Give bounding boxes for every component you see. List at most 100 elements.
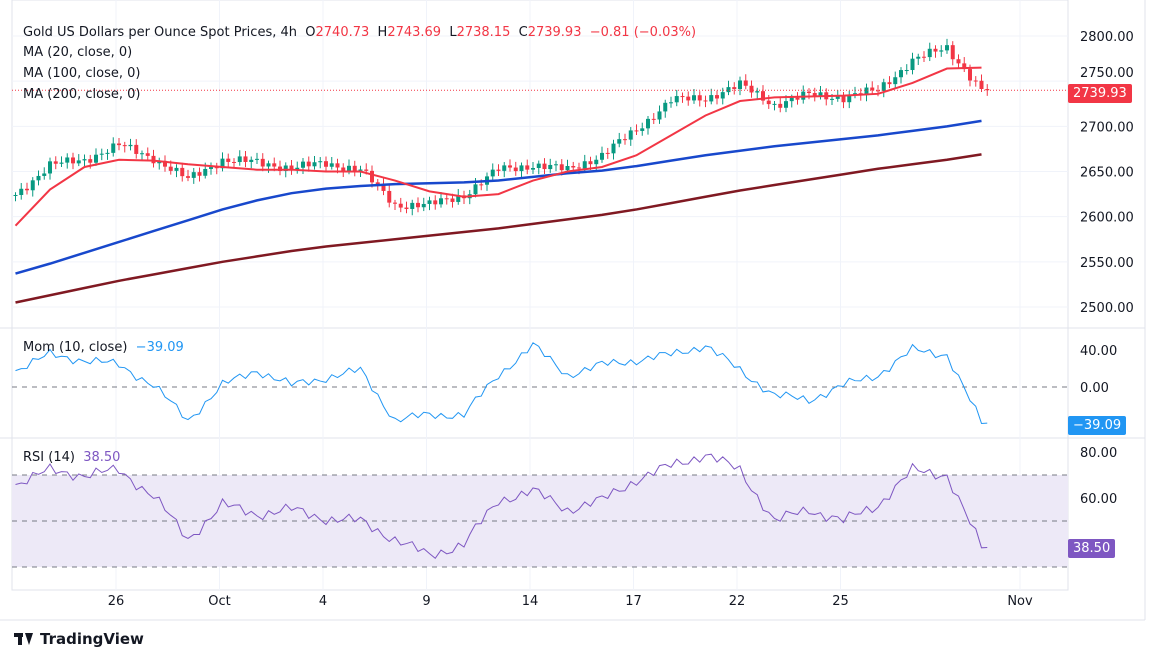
- ma20-legend[interactable]: MA (20, close, 0): [23, 45, 133, 60]
- candle-body: [255, 158, 259, 160]
- candle-body: [370, 170, 374, 183]
- candle-body: [209, 167, 213, 169]
- candle-body: [933, 48, 938, 52]
- candle-body: [674, 96, 679, 103]
- rsi-line: [15, 453, 988, 559]
- candle-body: [48, 161, 52, 174]
- candle-body: [151, 155, 156, 164]
- candle-body: [76, 160, 81, 164]
- candle-body: [651, 118, 656, 120]
- candle-body: [738, 80, 742, 89]
- candle-body: [318, 161, 323, 163]
- candle-body: [876, 90, 880, 92]
- candle-body: [881, 82, 886, 91]
- tradingview-logo[interactable]: TradingView: [14, 630, 144, 648]
- price-tick-label: 2600.00: [1080, 211, 1134, 226]
- candle-body: [490, 169, 495, 177]
- candle-body: [111, 143, 116, 153]
- close-value: 2739.93: [527, 25, 582, 40]
- x-tick-label: 14: [522, 594, 539, 609]
- candle-body: [358, 169, 363, 171]
- close-label: C: [518, 25, 528, 40]
- candle-body: [36, 175, 41, 181]
- candle-body: [128, 144, 133, 147]
- candle-body: [140, 153, 144, 155]
- symbol-legend: Gold US Dollars per Ounce Spot Prices, 4…: [23, 25, 696, 40]
- candle-body: [692, 95, 696, 101]
- rsi-tick-label: 80.00: [1080, 446, 1117, 461]
- candle-body: [830, 98, 834, 100]
- candle-body: [513, 167, 518, 172]
- mom-value: −39.09: [135, 340, 184, 355]
- candle-body: [611, 143, 616, 154]
- candle-body: [628, 130, 633, 140]
- ma200-legend[interactable]: MA (200, close, 0): [23, 87, 141, 102]
- price-tick-label: 2500.00: [1080, 301, 1134, 316]
- candle-body: [904, 70, 909, 72]
- candle-body: [709, 95, 714, 102]
- candle-body: [542, 163, 547, 170]
- candle-body: [404, 207, 409, 209]
- candle-body: [13, 194, 18, 196]
- candle-body: [335, 163, 340, 168]
- candle-body: [289, 165, 294, 170]
- candle-body: [352, 165, 357, 171]
- candle-body: [283, 165, 288, 171]
- mom-legend[interactable]: Mom (10, close) −39.09: [23, 340, 184, 355]
- candle-body: [841, 96, 846, 103]
- candle-body: [784, 101, 788, 108]
- candle-body: [427, 200, 432, 204]
- candle-body: [82, 159, 87, 161]
- candle-body: [657, 111, 662, 120]
- candle-body: [663, 102, 668, 112]
- plot-border: [11, 0, 1069, 591]
- ma100-legend[interactable]: MA (100, close, 0): [23, 66, 141, 81]
- candle-body: [347, 165, 351, 172]
- candle-body: [266, 163, 271, 167]
- candle-body: [594, 159, 599, 165]
- candle-body: [25, 188, 29, 191]
- candle-body: [433, 200, 438, 205]
- ma20-line: [14, 66, 982, 227]
- candle-body: [956, 59, 961, 64]
- rsi-value-tag: 38.50: [1068, 539, 1116, 558]
- rsi-tick-label: 60.00: [1080, 492, 1117, 507]
- candle-body: [329, 163, 334, 167]
- candle-body: [979, 80, 984, 90]
- candle-body: [19, 188, 24, 195]
- candle-body: [818, 92, 823, 97]
- candle-body: [122, 145, 127, 147]
- price-tick-label: 2800.00: [1080, 30, 1134, 45]
- candle-body: [772, 103, 777, 105]
- candle-body: [680, 96, 685, 98]
- candle-body: [531, 167, 535, 170]
- candle-body: [502, 165, 507, 171]
- candle-body: [864, 87, 869, 96]
- candle-body: [715, 95, 719, 99]
- candle-body: [364, 169, 369, 171]
- candle-body: [220, 158, 225, 169]
- candle-body: [180, 167, 185, 177]
- candle-body: [697, 95, 702, 101]
- candle-body: [835, 96, 840, 99]
- rsi-value: 38.50: [83, 450, 121, 465]
- candle-body: [571, 166, 576, 168]
- candle-body: [703, 100, 708, 102]
- candle-body: [605, 152, 610, 154]
- candle-body: [887, 82, 892, 85]
- candle-body: [686, 96, 691, 101]
- rsi-legend[interactable]: RSI (14) 38.50: [23, 450, 120, 465]
- candle-body: [640, 128, 645, 131]
- x-tick-label: Nov: [1007, 594, 1033, 609]
- last-price-tag: 2739.93: [1068, 84, 1132, 103]
- ma100-line: [15, 119, 982, 275]
- candle-body: [536, 163, 541, 168]
- candle-body: [375, 182, 380, 185]
- open-label: O: [305, 25, 316, 40]
- candle-body: [870, 87, 875, 91]
- x-tick-label: 9: [422, 594, 430, 609]
- candle-body: [927, 48, 932, 58]
- candle-body: [272, 163, 277, 167]
- candle-body: [807, 91, 811, 94]
